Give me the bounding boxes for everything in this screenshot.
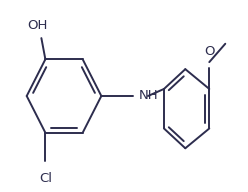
Text: Cl: Cl [39,172,52,185]
Text: NH: NH [139,89,158,102]
Text: OH: OH [27,19,48,32]
Text: O: O [204,46,215,58]
